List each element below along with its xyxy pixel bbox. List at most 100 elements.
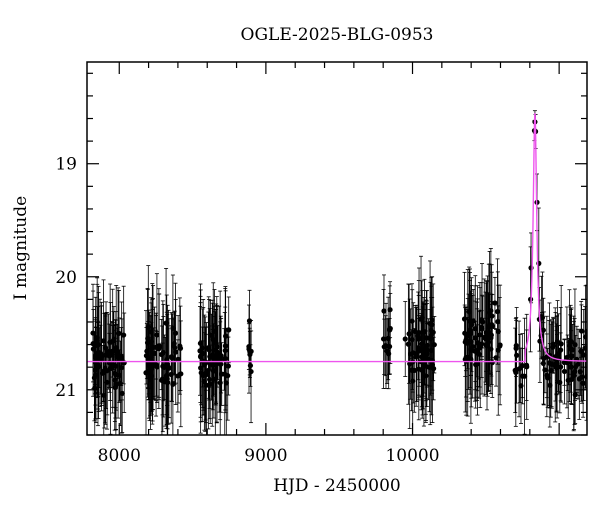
data-point	[203, 382, 210, 388]
data-point	[225, 363, 231, 369]
data-point	[202, 371, 208, 377]
data-point	[218, 353, 224, 359]
data-point	[474, 347, 481, 353]
data-point	[568, 376, 575, 383]
x-axis-label: HJD - 2450000	[273, 476, 401, 496]
data-point	[219, 371, 225, 377]
model-curve	[87, 113, 587, 363]
data-point	[381, 308, 387, 314]
x-tick-label: 10000	[385, 446, 439, 466]
data-point	[173, 349, 179, 355]
data-point	[198, 365, 204, 371]
data-point	[468, 346, 474, 352]
data-point	[222, 347, 228, 354]
data-point	[165, 379, 171, 386]
data-point	[100, 338, 107, 344]
data-point	[558, 341, 564, 347]
data-point	[402, 336, 408, 342]
data-point	[118, 353, 124, 360]
y-axis-label: I magnitude	[11, 196, 31, 300]
data-point	[495, 328, 501, 335]
data-point	[145, 335, 151, 342]
data-point	[488, 335, 494, 341]
data-point	[96, 355, 102, 361]
data-point	[497, 342, 503, 348]
data-point	[386, 351, 392, 357]
data-point	[522, 373, 528, 379]
data-point	[408, 367, 415, 373]
x-tick-label: 9000	[244, 446, 287, 466]
data-point	[466, 309, 472, 315]
data-point	[91, 375, 97, 381]
data-point	[582, 334, 587, 340]
data-point	[512, 367, 518, 373]
data-point	[117, 380, 124, 386]
data-point	[564, 354, 570, 361]
data-point	[178, 371, 184, 377]
data-point	[419, 315, 425, 321]
data-point	[431, 365, 437, 372]
data-point	[213, 340, 219, 347]
data-point	[212, 376, 218, 382]
data-point	[225, 373, 231, 379]
data-point	[467, 328, 473, 335]
data-point	[548, 368, 554, 374]
data-point	[100, 370, 106, 376]
data-point	[462, 339, 468, 345]
data-point	[169, 355, 175, 361]
data-point	[101, 392, 107, 398]
data-point	[198, 370, 204, 376]
data-point	[160, 363, 166, 369]
plot-frame	[86, 61, 588, 436]
data-point	[208, 354, 215, 360]
data-point	[489, 323, 495, 329]
axis-ticks: 8000 9000 10000 19 20 21	[55, 62, 587, 466]
data-point	[541, 355, 547, 362]
y-tick-label: 19	[55, 155, 77, 175]
data-point	[550, 341, 556, 347]
data-point	[159, 351, 165, 358]
data-point	[247, 351, 253, 358]
data-point	[513, 345, 519, 351]
data-point	[209, 362, 215, 368]
data-point	[106, 353, 113, 359]
data-point	[113, 363, 119, 369]
data-point	[409, 318, 415, 324]
data-point	[580, 380, 586, 386]
data-point	[517, 365, 523, 372]
data-point	[90, 330, 96, 336]
data-point	[406, 331, 412, 337]
data-point	[385, 335, 391, 342]
x-tick-label: 8000	[98, 446, 141, 466]
data-point	[147, 377, 153, 383]
plot-area	[87, 110, 587, 435]
data-point	[416, 329, 422, 336]
chart-title: OGLE-2025-BLG-0953	[241, 25, 434, 45]
data-point	[246, 344, 252, 350]
data-point	[414, 350, 420, 357]
data-point	[483, 342, 490, 348]
data-point	[168, 371, 174, 378]
data-point	[558, 347, 564, 353]
data-point	[568, 346, 574, 352]
data-point	[492, 300, 498, 306]
data-point	[387, 307, 393, 313]
data-point	[380, 336, 387, 342]
data-point	[495, 319, 501, 325]
data-point	[479, 317, 485, 323]
data-point	[542, 367, 548, 373]
data-point	[421, 329, 428, 335]
data-point	[410, 378, 416, 384]
data-point	[175, 356, 181, 362]
data-point	[405, 341, 411, 347]
data-point	[547, 382, 553, 388]
data-point	[206, 347, 212, 353]
data-point	[431, 342, 437, 348]
data-point	[578, 328, 585, 334]
data-point	[561, 368, 568, 375]
data-point	[121, 332, 127, 338]
data-point	[481, 334, 487, 341]
data-point	[577, 369, 583, 375]
data-point	[576, 376, 582, 382]
